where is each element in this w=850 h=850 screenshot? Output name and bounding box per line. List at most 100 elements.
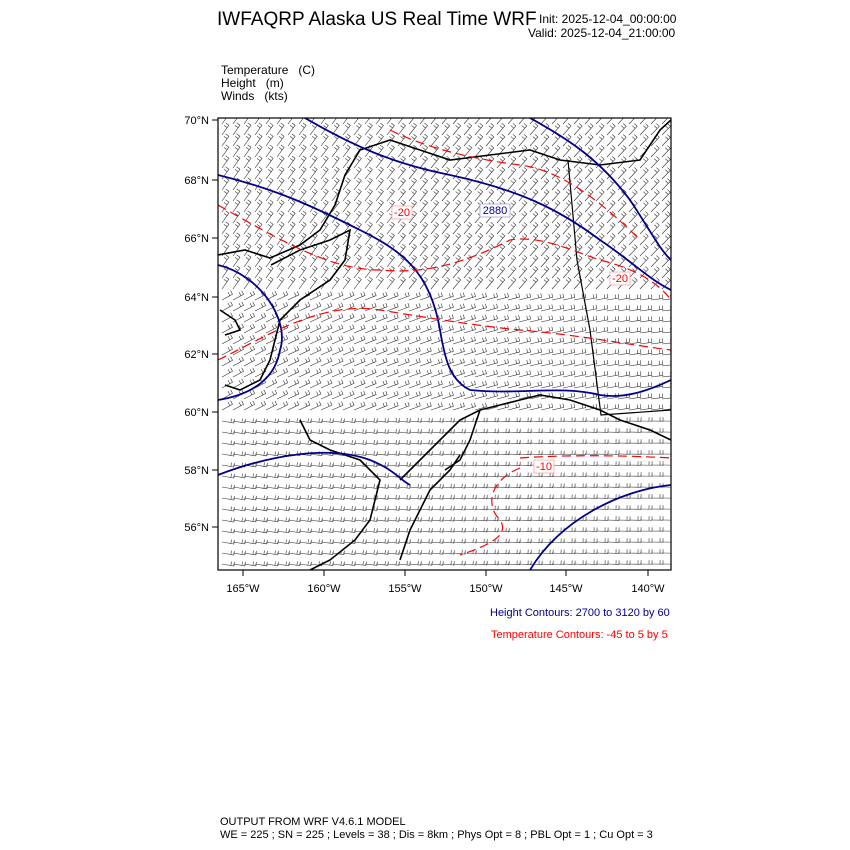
wind-barb bbox=[331, 324, 344, 334]
wind-barb bbox=[474, 123, 484, 136]
wind-barb bbox=[551, 337, 565, 345]
wind-barb bbox=[573, 472, 587, 477]
wind-barb bbox=[320, 462, 334, 467]
wind-barb bbox=[496, 527, 510, 533]
wind-barb bbox=[320, 561, 334, 566]
wind-barb bbox=[287, 254, 296, 268]
wind-barb bbox=[639, 294, 653, 301]
wind-barb bbox=[232, 188, 241, 202]
wind-barb bbox=[353, 429, 367, 434]
wind-barb bbox=[221, 155, 230, 169]
wind-barb bbox=[573, 189, 583, 202]
wind-barb bbox=[485, 189, 495, 202]
wind-barb bbox=[617, 189, 627, 202]
wind-barb bbox=[276, 290, 289, 301]
wind-barb bbox=[386, 122, 395, 136]
wind-barb bbox=[298, 335, 311, 345]
wind-barb bbox=[331, 473, 345, 478]
wind-barb bbox=[606, 359, 620, 367]
wind-barb bbox=[496, 303, 509, 312]
wind-barb bbox=[397, 402, 410, 411]
wind-barb bbox=[276, 155, 285, 169]
wind-barb bbox=[507, 472, 521, 478]
wind-barb bbox=[650, 505, 664, 510]
wind-barb bbox=[386, 417, 400, 423]
wind-barb bbox=[364, 346, 377, 356]
wind-barb bbox=[408, 483, 422, 489]
wind-barb bbox=[243, 243, 252, 257]
wind-barb bbox=[595, 359, 609, 367]
wind-barb bbox=[573, 326, 587, 334]
wind-barb bbox=[551, 348, 565, 356]
wind-barb bbox=[342, 188, 351, 202]
wind-barb bbox=[276, 334, 289, 345]
wind-barb bbox=[419, 391, 432, 400]
lat-tick-label: 56°N bbox=[184, 522, 209, 534]
wind-barb bbox=[595, 326, 609, 334]
wind-barb bbox=[474, 336, 487, 345]
field-name: Winds bbox=[221, 89, 255, 103]
wind-barb bbox=[540, 450, 554, 455]
wind-barb bbox=[243, 517, 257, 523]
wind-barb bbox=[617, 222, 627, 235]
wind-barb bbox=[496, 391, 509, 400]
wind-barb bbox=[287, 335, 300, 345]
wind-barb bbox=[287, 440, 301, 446]
footer-model: OUTPUT FROM WRF V4.6.1 MODEL bbox=[220, 816, 406, 828]
wind-barb bbox=[485, 118, 492, 125]
wind-barb bbox=[375, 379, 388, 389]
wind-barb bbox=[518, 450, 532, 456]
wind-barb bbox=[243, 221, 252, 235]
wind-barb bbox=[551, 505, 565, 510]
wind-barb bbox=[419, 494, 433, 500]
wind-barb bbox=[386, 560, 400, 566]
wind-barb bbox=[496, 428, 510, 434]
wind-barb bbox=[276, 367, 289, 378]
wind-barb bbox=[419, 527, 433, 533]
wind-barb bbox=[276, 400, 289, 411]
wind-barb bbox=[254, 301, 267, 312]
wind-barb bbox=[419, 505, 433, 511]
wind-barb bbox=[441, 276, 451, 290]
wind-barb bbox=[639, 494, 653, 499]
wind-barb bbox=[320, 495, 334, 500]
wind-barb bbox=[397, 122, 406, 136]
wind-barb bbox=[639, 549, 653, 554]
wind-barb bbox=[309, 506, 323, 511]
wind-barb bbox=[628, 233, 638, 246]
wind-barb bbox=[463, 122, 473, 136]
wind-barb bbox=[265, 221, 274, 235]
wind-barb bbox=[496, 516, 510, 522]
wind-barb bbox=[265, 290, 278, 301]
wind-barb bbox=[441, 358, 454, 367]
wind-barb bbox=[584, 189, 594, 202]
wind-barb bbox=[661, 178, 671, 191]
wind-barb bbox=[474, 244, 484, 257]
wind-barb bbox=[595, 178, 605, 191]
wind-barb bbox=[496, 439, 510, 445]
wind-barb bbox=[661, 527, 671, 532]
wind-barb bbox=[243, 133, 252, 147]
wind-barb bbox=[320, 313, 333, 323]
wind-barb bbox=[276, 144, 285, 158]
wind-barb bbox=[496, 277, 506, 290]
wind-barb bbox=[463, 527, 477, 533]
wind-barb bbox=[309, 335, 322, 345]
wind-barb bbox=[265, 517, 279, 523]
wind-barb bbox=[353, 254, 362, 268]
wind-barb bbox=[419, 210, 428, 224]
wind-barb bbox=[419, 155, 428, 169]
wind-barb bbox=[441, 188, 451, 202]
wind-barb bbox=[661, 404, 671, 411]
wind-barb bbox=[606, 326, 620, 334]
wind-barb bbox=[474, 560, 488, 566]
wind-barb bbox=[353, 517, 367, 522]
wind-barb bbox=[375, 133, 384, 147]
wind-barb bbox=[540, 483, 554, 488]
wind-barb bbox=[265, 276, 274, 290]
wind-barb bbox=[606, 293, 620, 301]
wind-barb bbox=[518, 538, 532, 544]
wind-barb bbox=[287, 122, 296, 136]
wind-barb bbox=[606, 527, 620, 532]
